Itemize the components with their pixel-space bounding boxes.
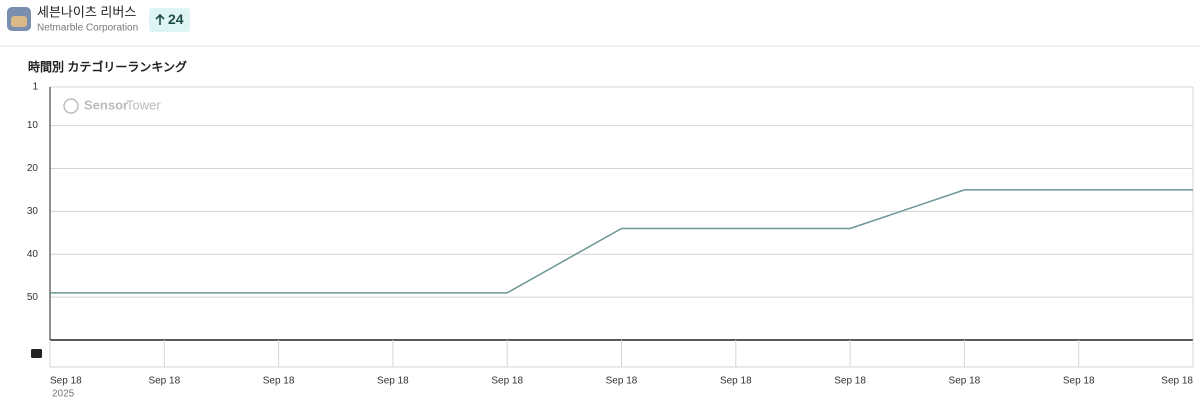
y-tick-label: 10 bbox=[27, 120, 39, 131]
x-tick-label: Sep 18 bbox=[148, 376, 180, 387]
x-tick-label: Sep 18 bbox=[834, 376, 866, 387]
x-tick-label: Sep 18 bbox=[720, 376, 752, 387]
y-tick-label: 1 bbox=[32, 82, 38, 93]
x-year-label: 2025 bbox=[52, 389, 75, 400]
rank-badge bbox=[149, 8, 190, 32]
y-tick-label: 40 bbox=[27, 249, 39, 260]
x-tick-label: Sep 18 bbox=[949, 376, 981, 387]
app-name: 세븐나이츠 리버스 bbox=[37, 4, 136, 19]
watermark: Tower bbox=[126, 97, 161, 112]
watermark-logo bbox=[63, 98, 79, 114]
y-tick-label: 30 bbox=[27, 206, 39, 217]
x-tick-label: Sep 18 bbox=[491, 376, 523, 387]
app-icon-art bbox=[11, 16, 27, 27]
app-publisher: Netmarble Corporation bbox=[37, 23, 138, 34]
y-tick-label: 50 bbox=[27, 292, 39, 303]
up-arrow bbox=[155, 13, 165, 25]
x-tick-label: Sep 18 bbox=[263, 376, 295, 387]
rank-change: 24 bbox=[168, 11, 184, 27]
line bbox=[50, 189, 1193, 294]
x-tick-label: Sep 18 bbox=[606, 376, 638, 387]
watermark: Sensor bbox=[84, 97, 128, 112]
x-tick-label: Sep 18 bbox=[50, 376, 82, 387]
y-tick-label: 20 bbox=[27, 163, 39, 174]
x-tick-label: Sep 18 bbox=[377, 376, 409, 387]
chart-title: 時間別 カテゴリーランキング bbox=[28, 59, 187, 74]
x-tick-label: Sep 18 bbox=[1063, 376, 1095, 387]
annotation-icon bbox=[31, 349, 42, 358]
x-tick-label: Sep 18 bbox=[1161, 376, 1193, 387]
